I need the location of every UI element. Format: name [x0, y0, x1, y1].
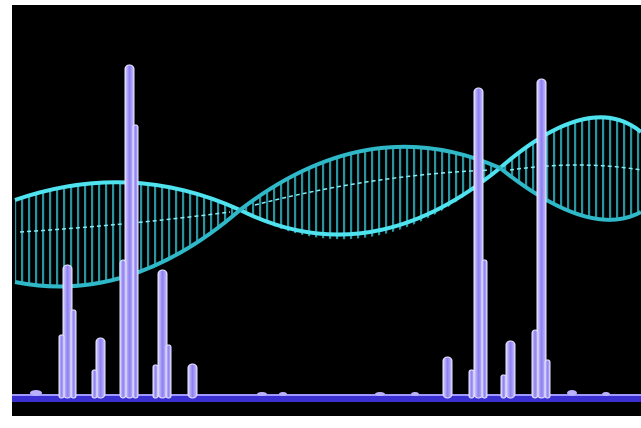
peak-shoulder [500, 374, 507, 399]
peak-shoulder [468, 369, 475, 399]
minor-peaks [30, 390, 610, 396]
minor-peak [257, 392, 267, 396]
baseline-highlight [12, 394, 641, 396]
peak-shoulder [544, 359, 551, 399]
peak [536, 78, 547, 399]
peak-shoulder [481, 259, 488, 399]
peak [95, 337, 106, 399]
peak [473, 87, 484, 399]
baseline [12, 396, 641, 402]
peak-shoulder [91, 369, 98, 399]
peaks [58, 64, 551, 399]
minor-peak [279, 392, 287, 396]
helix-lobe [240, 146, 500, 240]
minor-peak [30, 390, 42, 396]
peak-shoulder [58, 334, 65, 399]
peak-shoulder [531, 329, 539, 399]
peak [442, 356, 453, 399]
minor-peak [411, 392, 419, 396]
chromatogram [12, 64, 641, 402]
peak [505, 340, 516, 399]
peak-shoulder [70, 309, 77, 399]
minor-peak [567, 390, 577, 396]
peak-shoulder [165, 344, 172, 399]
minor-peak [602, 392, 610, 396]
peak [157, 269, 168, 399]
peak [187, 363, 198, 399]
peak-shoulder [119, 259, 127, 399]
minor-peak [375, 392, 385, 396]
peak-shoulder [152, 364, 159, 399]
peak-shoulder [132, 124, 139, 399]
